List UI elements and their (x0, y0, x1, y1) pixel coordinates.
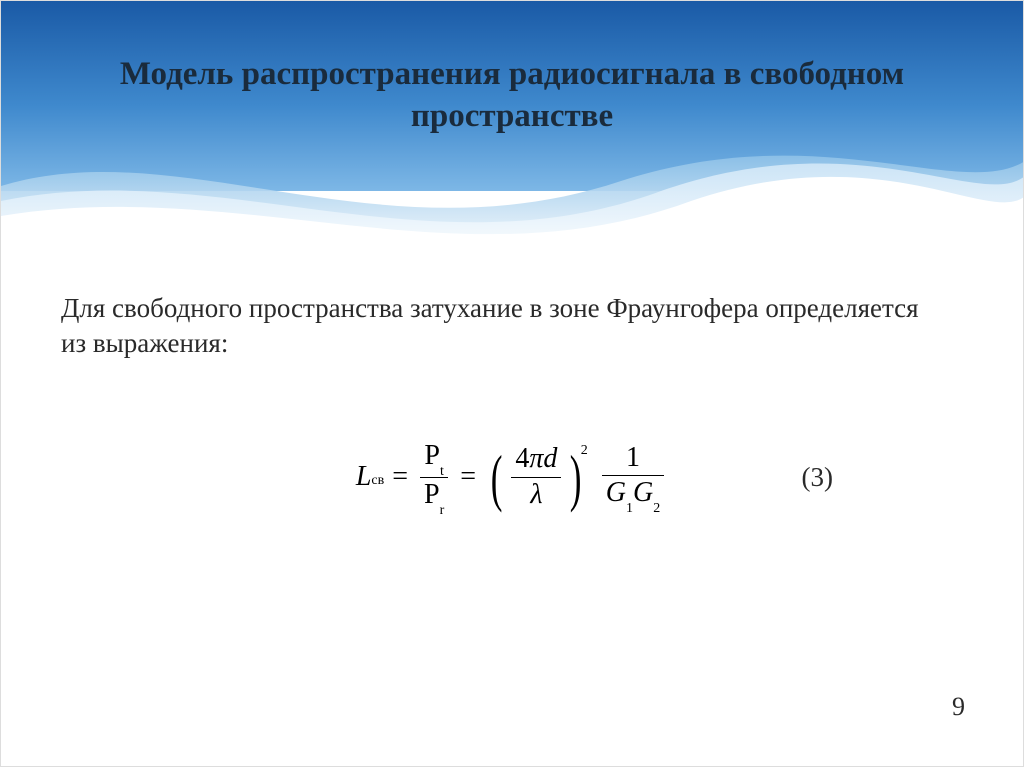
eq-equals-1: = (392, 461, 408, 493)
eq-Pt: P (424, 440, 440, 471)
eq-L-sub: св (371, 473, 384, 489)
eq-G2: G (633, 477, 653, 508)
eq-equals-2: = (460, 461, 476, 493)
eq-G1-sub: 1 (626, 501, 633, 516)
eq-pi: π (529, 443, 543, 474)
equation: L св = Pt Pr = ( 4πd (356, 441, 668, 514)
eq-Pr-sub: r (440, 503, 445, 518)
frac-bar-2 (511, 477, 561, 478)
equation-number: (3) (802, 462, 833, 493)
equation-row: L св = Pt Pr = ( 4πd (1, 441, 1023, 514)
body-paragraph: Для свободного пространства затухание в … (61, 291, 923, 361)
eq-Pr: P (424, 479, 440, 510)
slide: Модель распространения радиосигнала в св… (0, 0, 1024, 767)
frac-Pt-Pr: Pt Pr (420, 441, 448, 514)
paren-group: ( 4πd λ ) 2 (486, 444, 594, 511)
eq-G1: G (606, 477, 626, 508)
left-paren: ( (491, 449, 503, 507)
eq-4: 4 (515, 443, 529, 474)
page-number: 9 (952, 692, 965, 722)
eq-L: L (356, 461, 372, 493)
eq-exponent: 2 (581, 443, 588, 459)
eq-lambda: λ (530, 479, 542, 510)
frac-bar-1 (420, 477, 448, 478)
frac-1-G1G2: 1 G1G2 (602, 443, 664, 513)
eq-G2-sub: 2 (653, 501, 660, 516)
eq-Pt-sub: t (440, 464, 444, 479)
eq-one: 1 (622, 443, 644, 474)
frac-4pid-lambda: 4πd λ (511, 444, 561, 511)
slide-title: Модель распространения радиосигнала в св… (1, 53, 1023, 137)
frac-bar-3 (602, 475, 664, 476)
eq-d: d (543, 443, 557, 474)
